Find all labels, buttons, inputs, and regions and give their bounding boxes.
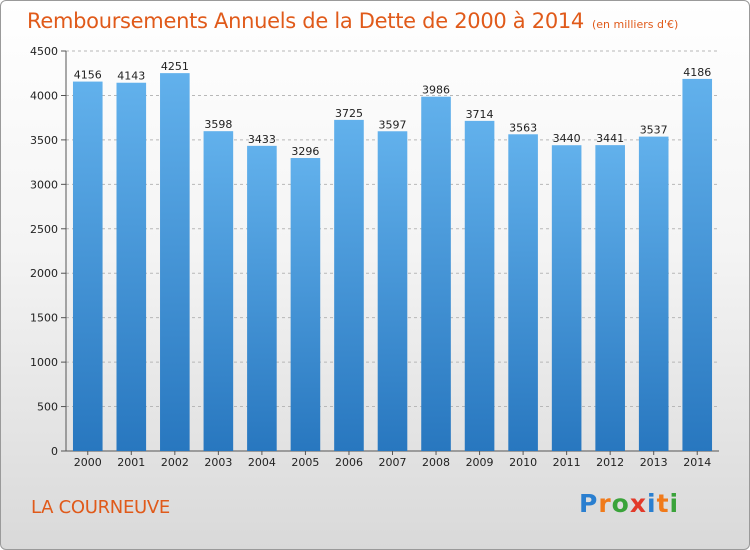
chart-subtitle: (en milliers d'€) xyxy=(592,18,679,31)
bar-2005 xyxy=(290,158,321,451)
x-tick-label: 2005 xyxy=(291,456,319,469)
x-tick-label: 2007 xyxy=(379,456,407,469)
bars xyxy=(72,73,713,452)
data-label: 4251 xyxy=(161,60,189,73)
y-tick-label: 2000 xyxy=(30,267,58,280)
bar-2001 xyxy=(116,82,147,451)
x-tick-label: 2014 xyxy=(683,456,711,469)
data-label: 4143 xyxy=(117,70,145,83)
x-tick-label: 2009 xyxy=(466,456,494,469)
bar-2002 xyxy=(160,73,190,451)
bar-2003 xyxy=(203,131,234,451)
data-label: 4186 xyxy=(683,66,711,79)
data-label: 3537 xyxy=(640,124,668,137)
bar-2006 xyxy=(334,119,364,451)
data-label: 3725 xyxy=(335,107,363,120)
data-label: 3986 xyxy=(422,84,450,97)
x-tick-label: 2011 xyxy=(553,456,581,469)
data-label: 3433 xyxy=(248,133,276,146)
x-tick-label: 2003 xyxy=(204,456,232,469)
bar-2000 xyxy=(72,81,103,452)
y-tick-label: 4500 xyxy=(30,45,58,58)
data-label: 4156 xyxy=(74,69,102,82)
logo-letter: o xyxy=(611,489,630,518)
logo-letter: r xyxy=(598,489,612,518)
y-tick-label: 500 xyxy=(37,401,58,414)
x-tick-label: 2002 xyxy=(161,456,189,469)
y-tick-label: 1500 xyxy=(30,312,58,325)
x-tick-label: 2013 xyxy=(640,456,668,469)
y-tick-label: 0 xyxy=(51,445,58,458)
bar-2010 xyxy=(508,134,538,452)
data-labels: 4156 4143 4251 3598 3433 3296 3725 3597 3986 3714… xyxy=(74,60,711,158)
x-tick-labels: 2000 2001 2002 2003 2004 2005 2006 2007 2008 2009… xyxy=(74,456,711,469)
bar-2011 xyxy=(551,145,582,451)
chart-title: Remboursements Annuels de la Dette de 20… xyxy=(27,9,678,33)
bar-2014 xyxy=(682,78,713,452)
x-tick-label: 2001 xyxy=(117,456,145,469)
logo-letter: i xyxy=(647,489,657,518)
x-tick-label: 2010 xyxy=(509,456,537,469)
data-label: 3714 xyxy=(466,108,494,121)
bar-2008 xyxy=(421,96,451,451)
bar-2009 xyxy=(464,120,495,451)
x-tick-label: 2008 xyxy=(422,456,450,469)
data-label: 3440 xyxy=(553,132,581,145)
y-tick-label: 1000 xyxy=(30,356,58,369)
x-tick-label: 2012 xyxy=(596,456,624,469)
bar-2007 xyxy=(377,131,408,451)
y-tick-label: 2500 xyxy=(30,223,58,236)
city-name: LA COURNEUVE xyxy=(31,497,170,518)
data-label: 3563 xyxy=(509,121,537,134)
logo-letter: P xyxy=(579,489,599,518)
data-label: 3597 xyxy=(379,118,407,131)
bar-2012 xyxy=(595,145,625,451)
logo-letter: t xyxy=(656,489,670,518)
y-tick-label: 4000 xyxy=(30,89,58,102)
bar-2004 xyxy=(247,145,277,451)
y-tick-label: 3500 xyxy=(30,134,58,147)
y-tick-labels: 0 500 1000 1500 2000 2500 3000 3500 4000 4500 xyxy=(30,45,58,458)
logo-letter: i xyxy=(669,489,680,518)
x-tick-label: 2004 xyxy=(248,456,276,469)
x-tick-label: 2006 xyxy=(335,456,363,469)
bar-2013 xyxy=(638,136,669,451)
title-text: Remboursements Annuels de la Dette de 20… xyxy=(27,9,584,33)
data-label: 3296 xyxy=(291,145,319,158)
logo-letter: x xyxy=(629,489,647,518)
x-tick-label: 2000 xyxy=(74,456,102,469)
data-label: 3441 xyxy=(596,132,624,145)
y-tick-label: 3000 xyxy=(30,178,58,191)
proxiti-logo: Proxiti xyxy=(579,489,679,518)
data-label: 3598 xyxy=(204,118,232,131)
